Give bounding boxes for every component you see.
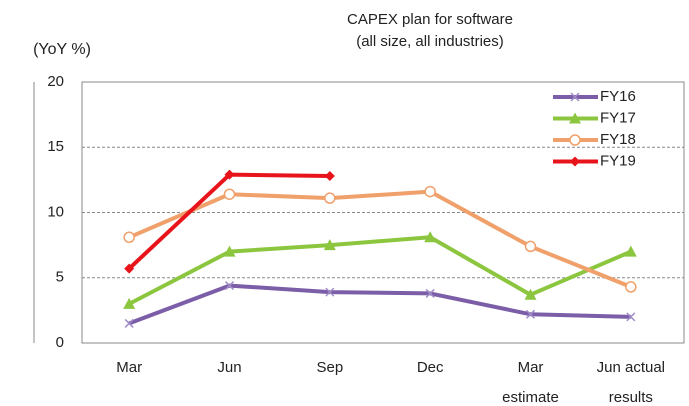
chart-title: CAPEX plan for software (347, 11, 513, 28)
marker (570, 92, 580, 102)
series-line (128, 235, 632, 306)
x-tick-label: results (609, 389, 653, 406)
marker (625, 281, 637, 293)
x-tick-label: Mar (116, 359, 142, 376)
legend-label: FY19 (600, 152, 636, 169)
x-tick-label: Sep (316, 359, 343, 376)
y-tick-label: 0 (56, 334, 64, 351)
marker (323, 239, 336, 251)
legend-label: FY17 (600, 109, 636, 126)
chart-subtitle: (all size, all industries) (356, 33, 504, 50)
marker (123, 231, 135, 244)
y-axis-label: (YoY %) (33, 41, 91, 58)
marker (570, 156, 580, 167)
marker (569, 112, 581, 124)
marker (224, 169, 235, 180)
marker (524, 288, 537, 300)
legend-label: FY18 (600, 131, 636, 148)
marker (223, 245, 236, 257)
marker (223, 188, 236, 200)
marker (324, 170, 335, 181)
y-tick-label: 20 (47, 73, 64, 90)
marker (124, 318, 134, 328)
x-tick-label: Dec (417, 359, 444, 376)
marker (324, 192, 336, 204)
marker (525, 309, 536, 319)
x-tick-label: Mar (518, 359, 544, 376)
marker (424, 231, 437, 243)
marker (224, 281, 235, 291)
marker (624, 245, 637, 257)
marker (325, 287, 335, 297)
x-tick-label: estimate (502, 389, 559, 406)
marker (424, 185, 436, 198)
series-line (128, 283, 631, 326)
x-tick-label: Jun actual (597, 359, 665, 376)
series-line (128, 189, 632, 289)
marker (626, 312, 636, 322)
marker (123, 297, 136, 309)
y-tick-label: 15 (47, 138, 64, 155)
marker (569, 134, 581, 146)
legend-label: FY16 (600, 88, 636, 105)
marker (524, 240, 537, 253)
marker (425, 288, 435, 298)
y-tick-label: 10 (47, 203, 64, 220)
y-tick-label: 5 (56, 269, 64, 286)
x-tick-label: Jun (217, 359, 241, 376)
marker (124, 263, 135, 274)
